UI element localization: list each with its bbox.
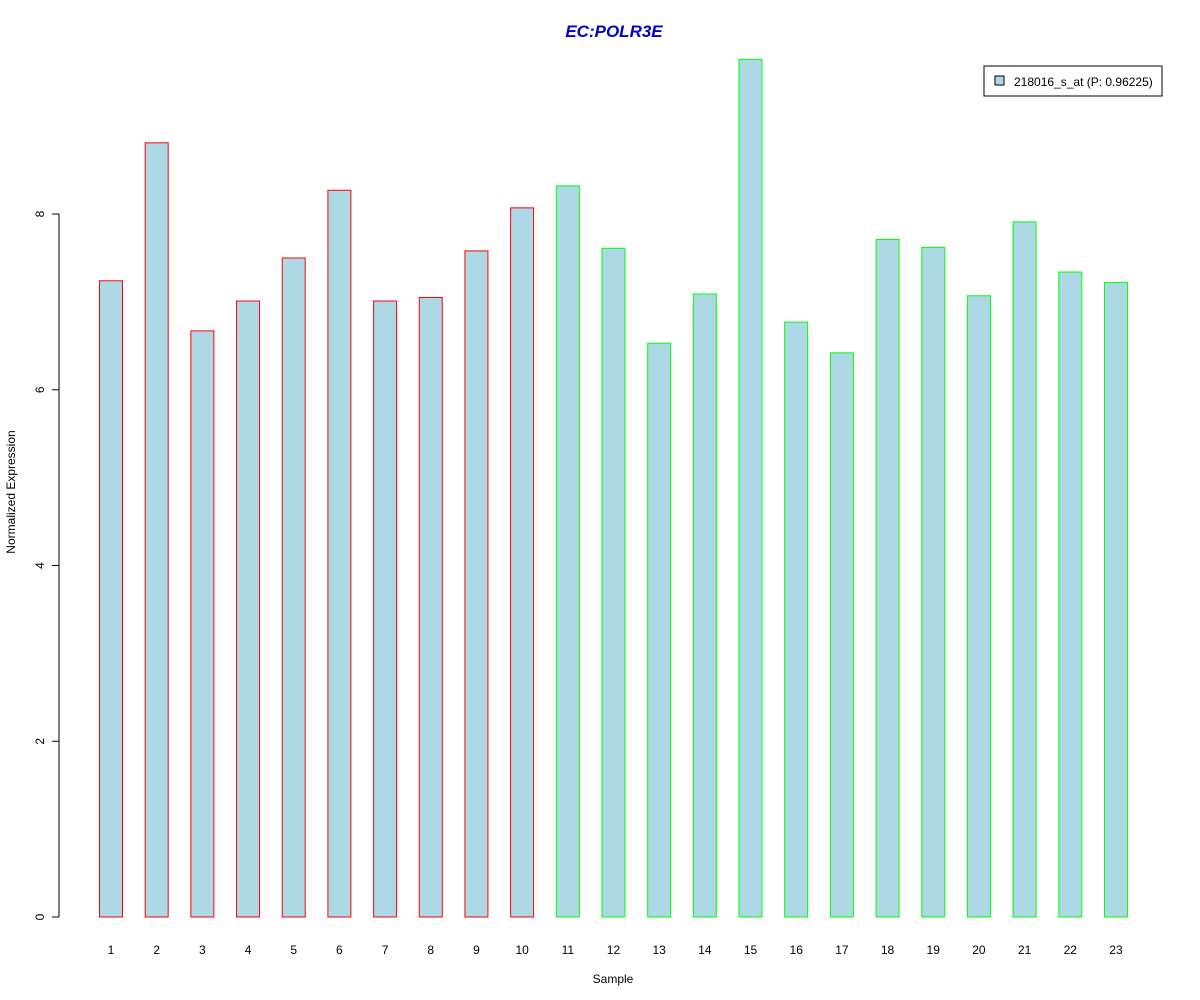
bar-sample-23	[1103, 282, 1128, 918]
y-tick-label: 4	[33, 562, 47, 569]
x-tick-label: 13	[652, 943, 666, 957]
x-tick-label: 2	[153, 943, 160, 957]
x-tick-label: 7	[382, 943, 389, 957]
bar-sample-18	[875, 238, 900, 918]
x-tick-label: 8	[427, 943, 434, 957]
x-tick-label: 10	[515, 943, 529, 957]
bar-sample-1	[99, 280, 123, 918]
chart-title: EC:POLR3E	[565, 22, 663, 41]
legend-label: 218016_s_at (P: 0.96225)	[1014, 75, 1153, 89]
x-tick-label: 3	[199, 943, 206, 957]
bar-sample-16	[784, 321, 809, 918]
y-tick-label: 8	[33, 210, 47, 217]
x-tick-label: 12	[607, 943, 621, 957]
bar-sample-6	[327, 189, 352, 918]
x-tick-label: 17	[835, 943, 849, 957]
bar-sample-4	[236, 300, 261, 918]
x-tick-label: 4	[245, 943, 252, 957]
bars-group	[99, 58, 1128, 918]
x-tick-label: 23	[1109, 943, 1123, 957]
bar-sample-13	[647, 342, 672, 918]
y-tick-label: 6	[33, 386, 47, 393]
bar-sample-2	[144, 142, 169, 918]
x-tick-label: 15	[744, 943, 758, 957]
bar-sample-9	[464, 250, 489, 918]
x-tick-label: 19	[927, 943, 941, 957]
y-axis: 0 2 4 6 8	[33, 210, 60, 920]
bar-sample-19	[921, 246, 946, 918]
x-tick-labels: 1 2 3 4 5 6 7 8 9 10 11 12 13 14 15 16 17 18 19 20 21 22 23	[108, 943, 1123, 957]
bar-sample-15	[738, 58, 763, 918]
legend-swatch	[994, 75, 1005, 86]
bar-sample-11	[555, 185, 580, 918]
x-tick-label: 11	[562, 943, 575, 957]
bar-sample-5	[281, 257, 306, 918]
x-tick-label: 1	[108, 943, 115, 957]
bar-sample-3	[190, 330, 215, 918]
legend: 218016_s_at (P: 0.96225)	[983, 65, 1163, 97]
y-tick-label: 2	[33, 738, 47, 745]
y-tick-label: 0	[33, 913, 47, 920]
x-tick-label: 6	[336, 943, 343, 957]
bar-sample-22	[1058, 271, 1083, 918]
x-tick-label: 20	[972, 943, 986, 957]
x-axis-label: Sample	[593, 972, 634, 986]
y-axis-label: Normalized Expression	[4, 430, 18, 553]
bar-sample-17	[829, 352, 854, 918]
bar-sample-12	[601, 247, 626, 918]
bar-sample-8	[418, 296, 443, 918]
bar-sample-20	[966, 295, 991, 918]
x-tick-label: 5	[290, 943, 297, 957]
x-tick-label: 21	[1018, 943, 1032, 957]
x-tick-label: 16	[790, 943, 804, 957]
x-tick-label: 18	[881, 943, 895, 957]
bar-sample-14	[692, 293, 717, 918]
x-tick-label: 22	[1064, 943, 1078, 957]
x-tick-label: 9	[473, 943, 480, 957]
bar-sample-10	[510, 207, 535, 918]
legend-box	[983, 65, 1163, 97]
bar-sample-21	[1012, 221, 1037, 918]
bar-sample-7	[373, 300, 398, 918]
x-tick-label: 14	[698, 943, 712, 957]
